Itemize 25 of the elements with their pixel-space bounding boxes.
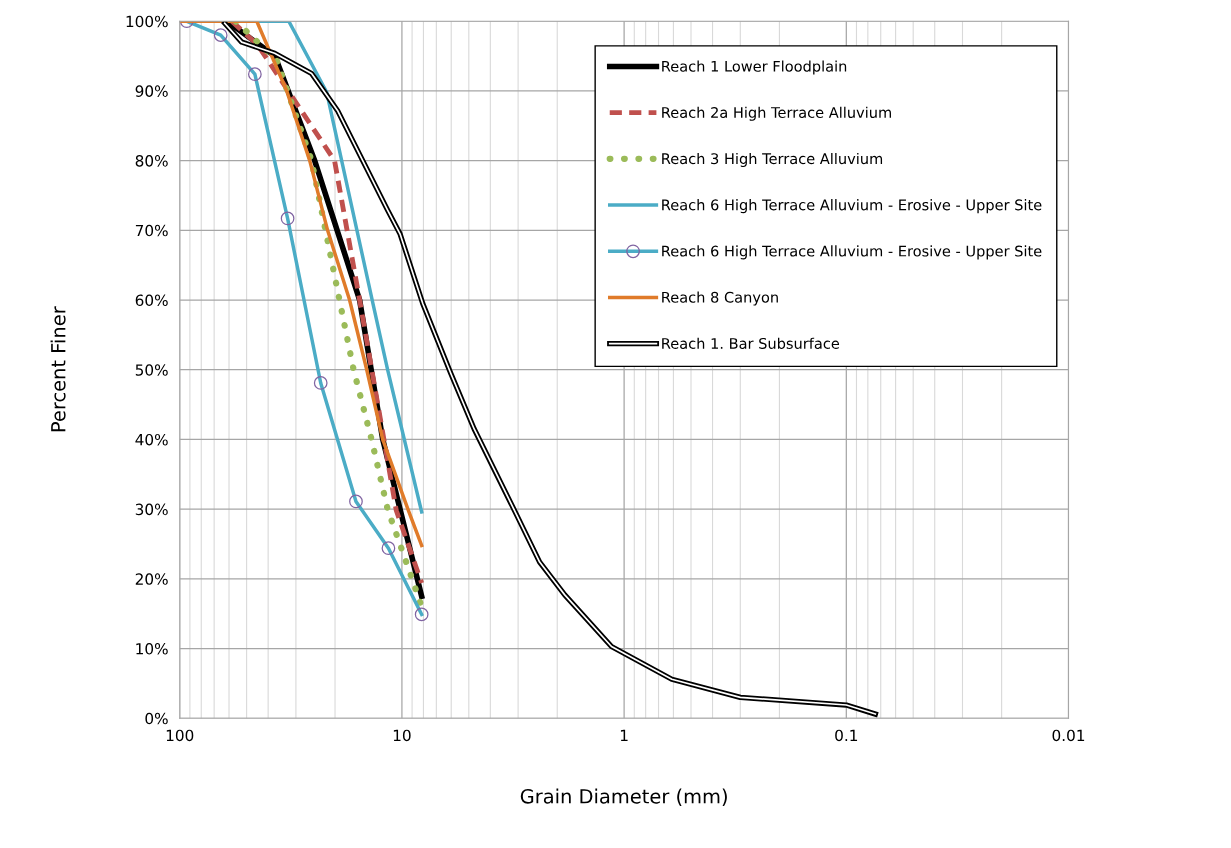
y-tick-label: 0% — [145, 712, 168, 725]
legend-label: Reach 1 Lower Floodplain — [662, 60, 847, 75]
x-tick-label: 10 — [393, 729, 411, 742]
y-tick-label: 50% — [135, 364, 168, 376]
legend-label: Reach 6 High Terrace Alluvium - Erosive - Upper Site — [662, 199, 1042, 214]
y-tick-label: 30% — [135, 503, 168, 516]
x-tick-label: 0.01 — [1052, 729, 1085, 742]
y-tick-label: 60% — [135, 294, 168, 307]
y-tick-label: 100% — [126, 15, 168, 28]
x-axis-title: Grain Diameter (mm) — [520, 788, 727, 806]
y-tick-label: 90% — [135, 85, 168, 97]
y-tick-label: 70% — [135, 224, 168, 237]
y-tick-label: 20% — [135, 573, 168, 585]
y-tick-label: 40% — [135, 433, 168, 446]
legend-label: Reach 2a High Terrace Alluvium — [662, 106, 891, 121]
y-tick-label: 10% — [136, 643, 168, 655]
y-axis-title: Percent Finer — [50, 306, 66, 432]
y-tick-label: 80% — [135, 155, 168, 167]
x-tick-label: 1 — [620, 729, 628, 741]
x-tick-label: 100 — [166, 729, 194, 742]
legend-label: Reach 6 High Terrace Alluvium - Erosive - Upper Site — [662, 245, 1042, 260]
legend-label: Reach 1. Bar Subsurface — [662, 337, 840, 349]
legend-label: Reach 8 Canyon — [662, 291, 778, 306]
legend-label: Reach 3 High Terrace Alluvium — [662, 152, 883, 168]
x-tick-label: 0.1 — [835, 729, 858, 742]
